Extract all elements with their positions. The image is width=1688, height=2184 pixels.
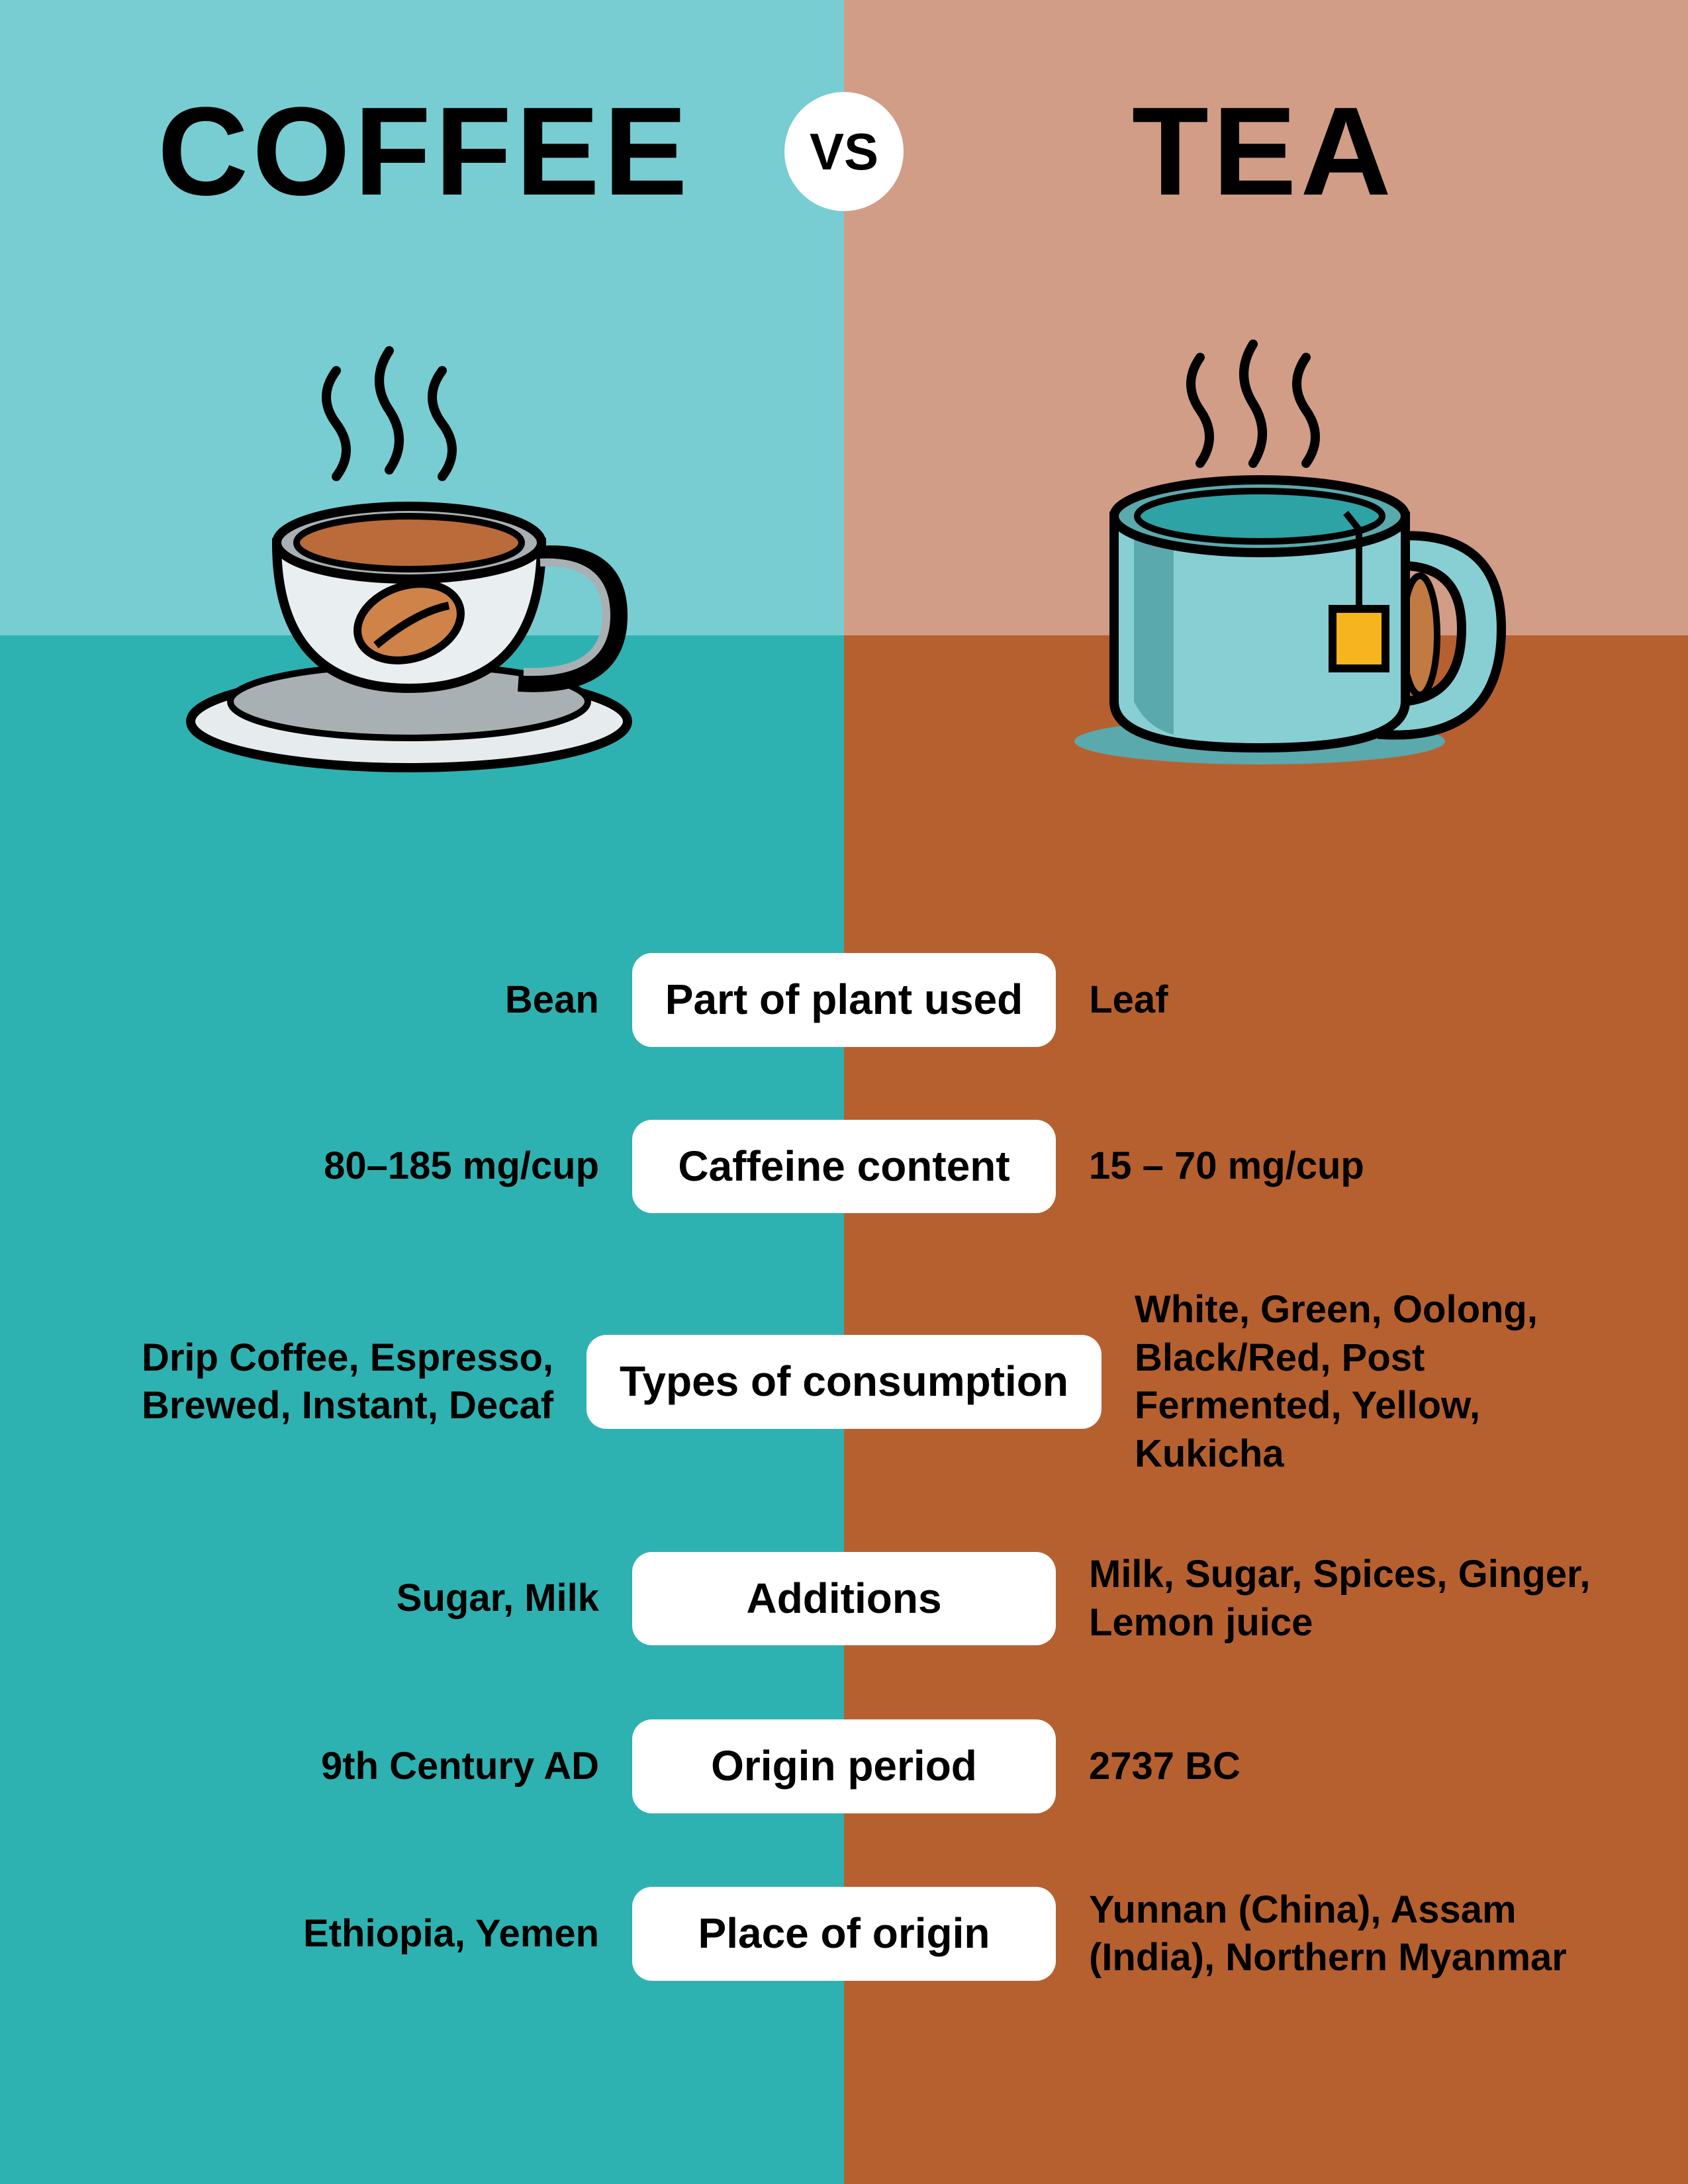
tea-value: 2737 BC [1056,1743,1595,1791]
coffee-value: Bean [93,976,632,1024]
category-label: Additions [632,1552,1056,1646]
comparison-row: 80–185 mg/cupCaffeine content15 – 70 mg/… [93,1120,1595,1214]
coffee-value: Ethiopia, Yemen [93,1910,632,1958]
vs-badge: VS [784,92,904,211]
comparison-row: 9th Century ADOrigin period2737 BC [93,1719,1595,1813]
coffee-value: Drip Coffee, Espresso, Brewed, Instant, … [93,1334,586,1430]
comparison-row: BeanPart of plant usedLeaf [93,953,1595,1047]
coffee-value: Sugar, Milk [93,1574,632,1623]
comparison-row: Sugar, MilkAdditionsMilk, Sugar, Spices,… [93,1551,1595,1647]
category-label: Part of plant used [632,953,1056,1047]
category-label: Types of consumption [586,1335,1102,1429]
header: COFFEE VS TEA [0,79,1688,224]
tea-value: Yunnan (China), Assam (India), Northern … [1056,1886,1595,1982]
tea-value: 15 – 70 mg/cup [1056,1142,1595,1191]
illustration-row [0,331,1688,794]
coffee-value: 9th Century AD [93,1743,632,1791]
coffee-value: 80–185 mg/cup [93,1142,632,1191]
title-tea: TEA [884,79,1644,224]
tea-value: Milk, Sugar, Spices, Ginger, Lemon juice [1056,1551,1595,1647]
category-label: Caffeine content [632,1120,1056,1214]
tea-value: Leaf [1056,976,1595,1024]
title-coffee: COFFEE [45,79,805,224]
comparison-row: Ethiopia, YemenPlace of originYunnan (Ch… [93,1886,1595,1982]
coffee-cup-icon [42,331,802,794]
tea-mug-icon [886,331,1646,794]
tea-value: White, Green, Oolong, Black/Red, Post Fe… [1102,1286,1595,1478]
comparison-row: Drip Coffee, Espresso, Brewed, Instant, … [93,1286,1595,1478]
category-label: Place of origin [632,1887,1056,1981]
category-label: Origin period [632,1719,1056,1813]
comparison-rows: BeanPart of plant usedLeaf 80–185 mg/cupC… [0,953,1688,1982]
